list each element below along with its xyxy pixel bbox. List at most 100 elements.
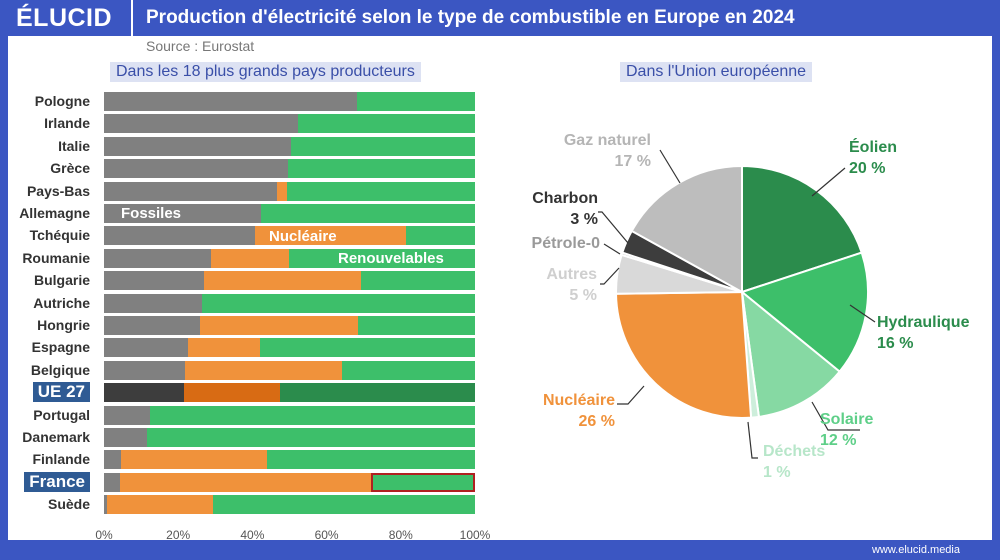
tick-label: Suède: [47, 496, 90, 513]
bar-segment-renouvelables: [288, 159, 475, 179]
pie-label-value: 12 %: [820, 432, 857, 449]
bar-segment-renouvelables: [150, 405, 475, 425]
bar-segment-fossiles: [104, 428, 148, 447]
bar-segment-renouvelables: [286, 181, 475, 201]
tick-label: Allemagne: [19, 205, 90, 221]
pie-label-value: 1 %: [763, 464, 791, 481]
pie-chart-title: Dans l'Union européenne: [620, 62, 813, 82]
bar-segment-fossiles: [104, 405, 150, 425]
divider: [131, 0, 133, 36]
page-title: Production d'électricité selon le type d…: [146, 7, 795, 28]
tick-label: Pays-Bas: [26, 182, 90, 199]
bar-segment-fossiles: [104, 293, 202, 313]
pie-label-name: Solaire: [820, 411, 874, 428]
leader-line: [598, 211, 629, 244]
legend-nucleaire: Nucléaire: [269, 228, 337, 245]
tick-label: Bulgarie: [33, 272, 90, 289]
tick-label: Danemark: [22, 429, 90, 445]
bar-segment-fossiles: [104, 383, 185, 403]
x-tick-label: 100%: [459, 528, 491, 542]
bar-segment-fossiles: [104, 136, 291, 156]
pie-label-value: 16 %: [877, 335, 914, 352]
tick-label: Grèce: [50, 160, 90, 177]
leader-line: [811, 401, 860, 431]
pie-label-name: Gaz naturel: [563, 132, 651, 149]
bar-segment-nucléaire: [184, 360, 343, 380]
pie-label-value: 5 %: [569, 287, 597, 304]
bar-segment-fossiles: [104, 248, 211, 268]
bar-segment-fossiles: [104, 450, 122, 470]
bar-segment-renouvelables: [289, 248, 475, 268]
bar-segment-renouvelables: [298, 114, 475, 134]
bar-chart-title: Dans les 18 plus grands pays producteurs: [110, 62, 421, 82]
bar-segment-fossiles: [104, 181, 277, 201]
tick-label: Belgique: [30, 361, 90, 378]
bar-segment-renouvelables: [147, 428, 475, 447]
x-tick-label: 60%: [314, 528, 339, 542]
pie-label: Éolien 20 %: [849, 137, 897, 179]
pie-label-name: Éolien: [849, 139, 898, 156]
bar-segment-renouvelables: [357, 92, 475, 111]
legend-renouvelables: Renouvelables: [338, 250, 444, 267]
tick-label: Hongrie: [37, 317, 90, 333]
pie-slice-solaire: [740, 289, 842, 418]
bar-segment-fossiles: [104, 114, 299, 134]
pie-label-name: Charbon: [532, 190, 598, 207]
bar-segment-renouvelables: [266, 450, 475, 470]
tick-label: UE 27: [32, 382, 90, 403]
pie-slice-gaz naturel: [630, 164, 743, 294]
pie-label-value: 17 %: [614, 153, 651, 170]
bar-segment-fossiles: [104, 360, 185, 380]
x-tick-label: 80%: [388, 528, 413, 542]
bar-segment-renouvelables: [342, 360, 475, 380]
tick-label: Portugal: [33, 406, 90, 423]
bar-segment-fossiles: [104, 226, 255, 246]
tick-label: Tchéquie: [29, 227, 90, 244]
bar-segment-renouvelables: [290, 136, 475, 156]
legend-fossiles: Fossiles: [121, 205, 182, 222]
bar-segment-fossiles: [104, 204, 261, 223]
bar-segment-renouvelables: [260, 204, 475, 223]
pie-label: Déchets 1 %: [763, 441, 825, 483]
pie-label-value: 20 %: [849, 160, 886, 177]
pie-label: Gaz naturel 17 %: [564, 130, 651, 172]
bar-segment-nucléaire: [106, 495, 214, 515]
bar-segment-renouvelables: [358, 316, 475, 335]
pie-label-value: 26 %: [578, 413, 615, 430]
bar-segment-fossiles: [104, 472, 120, 492]
leader-line: [811, 167, 846, 197]
pie-label: Autres 5 %: [546, 264, 597, 306]
tick-label: Pologne: [34, 93, 90, 109]
bar-segment-nucléaire: [254, 226, 406, 246]
footer-url[interactable]: www.elucid.media: [871, 544, 960, 556]
pie-label: Pétrole-0: [532, 233, 600, 254]
x-tick-label: 20%: [166, 528, 191, 542]
bar-segment-fossiles: [104, 338, 188, 358]
pie-slice-éolien: [741, 164, 863, 294]
bar-segment-renouvelables: [213, 495, 475, 515]
leader-line: [600, 267, 620, 285]
pie-label-name: Pétrole-0: [531, 235, 600, 252]
bar-segment-nucléaire: [276, 181, 287, 201]
pie-label-name: Déchets: [763, 443, 826, 460]
pie-label-name: Hydraulique: [877, 314, 970, 331]
bar-segment-renouvelables: [201, 293, 475, 313]
pie-label: Nucléaire 26 %: [543, 390, 615, 432]
pie-slice-nucléaire: [614, 290, 753, 419]
source-note: Source : Eurostat: [146, 38, 255, 54]
tick-label: France: [24, 471, 90, 492]
bar-segment-nucléaire: [184, 383, 280, 403]
bar-segment-fossiles: [104, 159, 289, 179]
bar-segment-fossiles: [104, 495, 107, 515]
tick-label: Irlande: [44, 115, 90, 132]
x-tick-label: 40%: [240, 528, 265, 542]
bar-segment-nucléaire: [210, 248, 290, 268]
pie-label: Charbon 3 %: [532, 188, 598, 230]
leader-line: [747, 421, 758, 459]
pie-label-value: 3 %: [570, 211, 598, 228]
pie-label: Hydraulique 16 %: [877, 312, 969, 354]
pie-label: Solaire 12 %: [820, 409, 873, 451]
bar-segment-renouvelables: [361, 271, 475, 291]
bar-segment-fossiles: [104, 316, 201, 335]
tick-label: Finlande: [32, 451, 90, 468]
